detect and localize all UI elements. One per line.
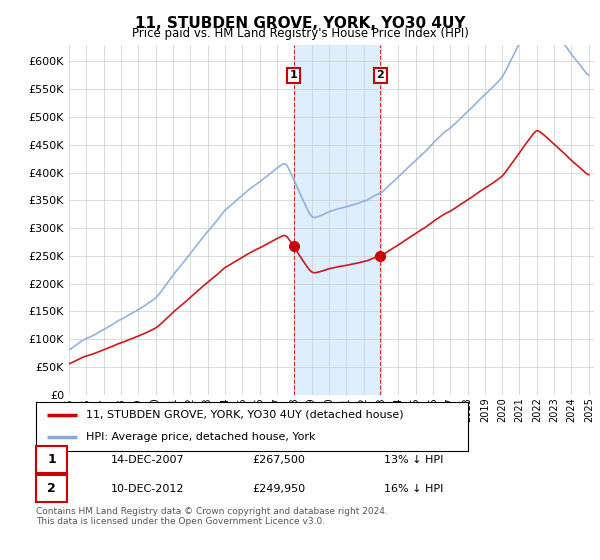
Text: HPI: Average price, detached house, York: HPI: Average price, detached house, York — [86, 432, 315, 442]
Text: £267,500: £267,500 — [252, 455, 305, 465]
Text: 10-DEC-2012: 10-DEC-2012 — [111, 484, 185, 494]
Text: Contains HM Land Registry data © Crown copyright and database right 2024.
This d: Contains HM Land Registry data © Crown c… — [36, 507, 388, 526]
Text: Price paid vs. HM Land Registry's House Price Index (HPI): Price paid vs. HM Land Registry's House … — [131, 27, 469, 40]
Text: 13% ↓ HPI: 13% ↓ HPI — [384, 455, 443, 465]
Text: 1: 1 — [47, 453, 56, 466]
Text: 2: 2 — [376, 71, 384, 80]
Text: 14-DEC-2007: 14-DEC-2007 — [111, 455, 185, 465]
Bar — [293, 45, 380, 395]
Text: 11, STUBDEN GROVE, YORK, YO30 4UY (detached house): 11, STUBDEN GROVE, YORK, YO30 4UY (detac… — [86, 410, 403, 420]
Text: 16% ↓ HPI: 16% ↓ HPI — [384, 484, 443, 494]
Text: £249,950: £249,950 — [252, 484, 305, 494]
Text: 1: 1 — [290, 71, 298, 80]
Text: 11, STUBDEN GROVE, YORK, YO30 4UY: 11, STUBDEN GROVE, YORK, YO30 4UY — [135, 16, 465, 31]
Text: 2: 2 — [47, 482, 56, 496]
